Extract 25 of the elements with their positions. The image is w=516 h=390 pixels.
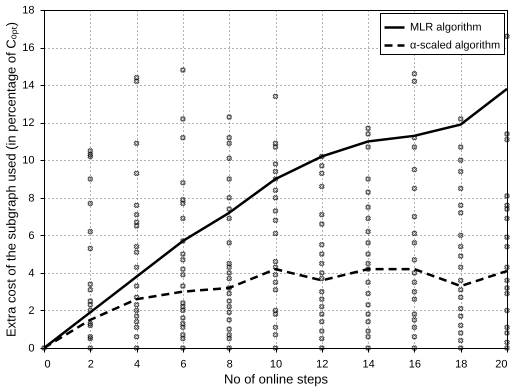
- x-tick-label: 2: [88, 358, 94, 370]
- x-tick-label: 4: [134, 358, 140, 370]
- x-axis-title: No of online steps: [224, 372, 329, 386]
- legend-label: α-scaled algorithm: [410, 40, 500, 52]
- y-tick-label: 10: [22, 154, 34, 167]
- y-tick-label: 6: [28, 230, 34, 242]
- x-tick-label: 12: [316, 358, 328, 370]
- y-tick-label: 16: [22, 42, 34, 54]
- y-tick-label: 4: [28, 267, 34, 280]
- y-tick-label: 14: [22, 80, 34, 92]
- x-tick-label: 14: [362, 358, 375, 370]
- x-tick-label: 20: [495, 358, 508, 370]
- y-tick-label: 18: [22, 4, 34, 16]
- legend-label: MLR algorithm: [410, 22, 482, 34]
- x-tick-label: 18: [455, 358, 468, 370]
- y-axis-title: Extra cost of the subgraph used (in percentage of Cₒₚₜ): [3, 22, 20, 337]
- y-tick-label: 12: [22, 117, 34, 130]
- x-tick-label: 6: [180, 358, 186, 370]
- y-tick-label: 2: [28, 304, 34, 317]
- x-tick-label: 10: [270, 358, 282, 370]
- x-tick-label: 8: [226, 358, 233, 370]
- y-tick-label: 8: [28, 192, 34, 204]
- x-tick-label: 0: [44, 358, 51, 370]
- y-tick-label: 0: [28, 342, 34, 354]
- x-tick-label: 16: [408, 358, 422, 370]
